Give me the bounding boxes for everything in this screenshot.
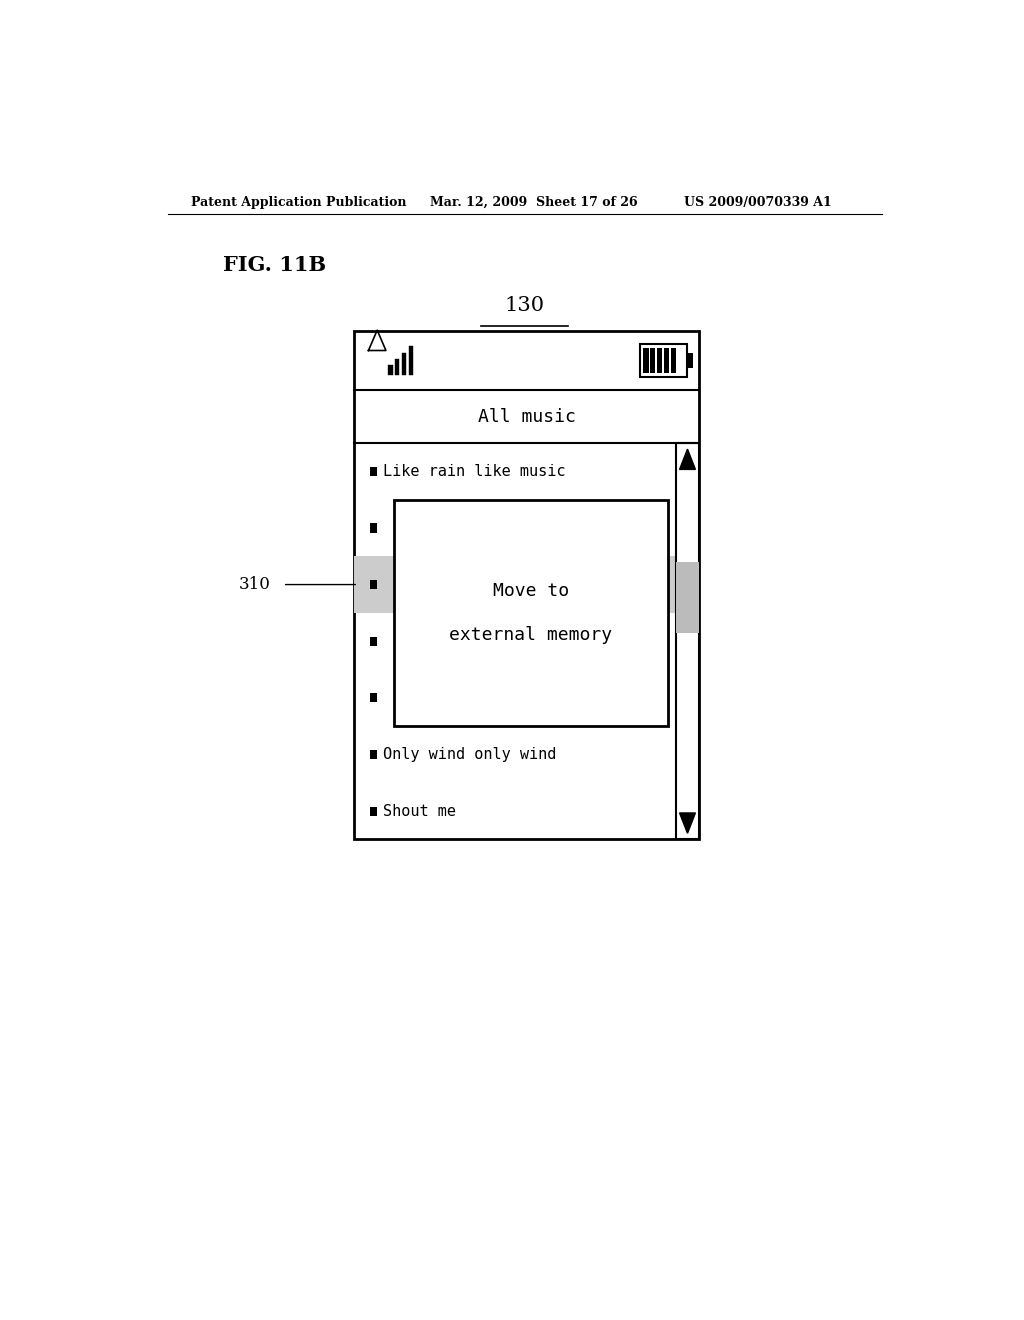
Text: 130: 130 <box>505 296 545 314</box>
Text: FIG. 11B: FIG. 11B <box>223 255 327 275</box>
Bar <box>354 556 676 612</box>
Bar <box>395 359 399 375</box>
Text: external memory: external memory <box>450 626 612 644</box>
Polygon shape <box>680 449 695 470</box>
Bar <box>664 348 669 372</box>
Polygon shape <box>680 813 695 833</box>
Bar <box>650 348 655 372</box>
Bar <box>370 693 377 702</box>
Bar <box>643 348 648 372</box>
Bar <box>388 364 392 375</box>
Bar <box>676 562 699 634</box>
Bar <box>657 348 663 372</box>
Text: Mar. 12, 2009  Sheet 17 of 26: Mar. 12, 2009 Sheet 17 of 26 <box>430 195 637 209</box>
Bar <box>354 331 699 840</box>
Text: Move to: Move to <box>493 582 568 599</box>
Bar <box>370 750 377 759</box>
Bar <box>370 523 377 532</box>
Text: Patent Application Publication: Patent Application Publication <box>191 195 407 209</box>
Bar <box>370 579 377 589</box>
Bar <box>640 345 687 378</box>
Bar <box>370 807 377 816</box>
Bar <box>676 444 699 840</box>
Bar <box>370 467 377 477</box>
Bar <box>370 636 377 645</box>
Bar <box>401 352 407 375</box>
Bar <box>409 346 413 375</box>
Text: All music: All music <box>478 408 575 425</box>
Text: Shout me: Shout me <box>383 804 456 818</box>
Text: Like rain like music: Like rain like music <box>383 463 565 479</box>
Bar <box>687 354 693 368</box>
Bar <box>394 500 668 726</box>
Text: US 2009/0070339 A1: US 2009/0070339 A1 <box>684 195 831 209</box>
Text: 310: 310 <box>239 576 270 593</box>
Bar <box>671 348 676 372</box>
Text: Only wind only wind: Only wind only wind <box>383 747 556 762</box>
